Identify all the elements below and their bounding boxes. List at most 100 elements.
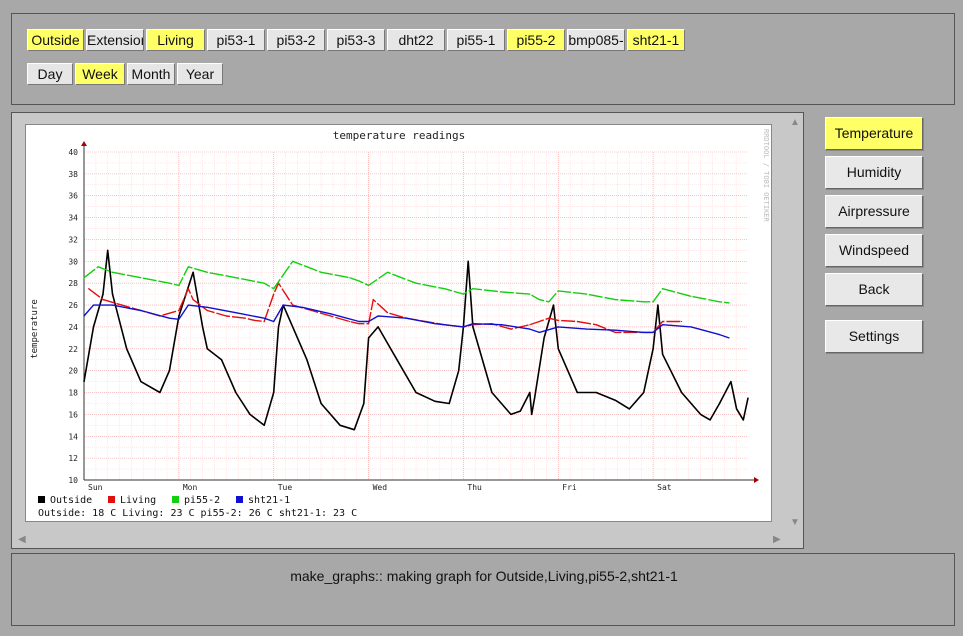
- range-chip-month[interactable]: Month: [127, 63, 175, 85]
- sensor-chip-pi53-3[interactable]: pi53-3: [327, 29, 385, 51]
- data-point-living: [244, 317, 246, 319]
- x-tick-label: Thu: [467, 483, 482, 492]
- data-point-pi55-2: [83, 277, 85, 279]
- y-tick-label: 30: [68, 257, 78, 266]
- data-point-pi55-2: [586, 293, 588, 295]
- range-chip-year[interactable]: Year: [177, 63, 223, 85]
- data-point-outside: [448, 402, 450, 405]
- data-point-sht21-1: [168, 317, 170, 319]
- data-point-living: [206, 309, 208, 312]
- sensor-chip-pi55-1[interactable]: pi55-1: [447, 29, 505, 51]
- data-point-sht21-1: [462, 326, 464, 328]
- y-tick-label: 40: [68, 148, 78, 157]
- settings-button[interactable]: Settings: [825, 320, 923, 353]
- data-point-sht21-1: [206, 306, 208, 308]
- data-point-outside: [681, 391, 683, 394]
- data-point-pi55-2: [728, 302, 730, 304]
- data-point-sht21-1: [586, 328, 588, 330]
- data-point-outside: [662, 353, 664, 355]
- sensor-chip-living[interactable]: Living: [146, 29, 205, 51]
- data-point-outside: [178, 315, 180, 317]
- data-point-outside: [576, 391, 578, 394]
- scroll-down-arrow-icon[interactable]: ▼: [790, 517, 800, 528]
- data-point-sht21-1: [83, 315, 85, 317]
- data-point-outside: [159, 391, 161, 394]
- back-button[interactable]: Back: [825, 273, 923, 306]
- data-point-living: [187, 288, 189, 290]
- range-chip-week[interactable]: Week: [75, 63, 125, 85]
- sensor-chip-pi55-2[interactable]: pi55-2: [507, 29, 565, 51]
- data-point-outside: [92, 326, 95, 328]
- data-point-pi55-2: [472, 288, 474, 290]
- chart-svg: temperature readings temperature RRDTOOL…: [30, 129, 770, 519]
- sensor-chip-extension[interactable]: Extension: [86, 29, 144, 51]
- data-point-sht21-1: [377, 315, 379, 317]
- data-point-outside: [111, 293, 114, 295]
- sensor-chip-outside[interactable]: Outside: [27, 29, 84, 51]
- sensor-chip-pi53-1[interactable]: pi53-1: [207, 29, 265, 51]
- data-point-sht21-1: [557, 326, 559, 328]
- scroll-up-arrow-icon[interactable]: ▲: [790, 117, 800, 128]
- sensor-chip-sht21-1[interactable]: sht21-1: [627, 29, 685, 51]
- data-point-pi55-2: [358, 280, 360, 282]
- data-point-living: [178, 309, 180, 312]
- scroll-left-arrow-icon[interactable]: ◀: [18, 534, 26, 545]
- range-chip-day[interactable]: Day: [27, 63, 73, 85]
- data-point-living: [121, 304, 123, 306]
- data-point-outside: [510, 413, 512, 415]
- sensor-chip-dht22[interactable]: dht22: [387, 29, 445, 51]
- temperature-button[interactable]: Temperature: [825, 117, 923, 150]
- sensor-selection-panel: [11, 13, 955, 105]
- data-point-outside: [467, 260, 469, 262]
- humidity-button[interactable]: Humidity: [825, 156, 923, 189]
- data-point-outside: [202, 326, 204, 328]
- data-point-living: [529, 324, 531, 326]
- data-point-living: [538, 320, 540, 323]
- data-point-sht21-1: [187, 304, 189, 306]
- data-point-living: [88, 288, 90, 290]
- data-point-living: [263, 320, 265, 323]
- data-point-sht21-1: [111, 304, 114, 306]
- data-point-pi55-2: [386, 271, 389, 273]
- data-point-outside: [709, 419, 711, 421]
- y-tick-label: 18: [68, 389, 78, 398]
- sensor-chip-pi53-2[interactable]: pi53-2: [267, 29, 325, 51]
- series-line-pi55-2: [83, 260, 730, 304]
- x-axis-arrow-icon: [754, 477, 759, 483]
- data-point-sht21-1: [643, 331, 645, 333]
- legend-swatch: [38, 496, 45, 503]
- data-point-outside: [531, 413, 533, 415]
- x-tick-label: Mon: [183, 483, 198, 492]
- data-point-pi55-2: [443, 288, 446, 290]
- data-point-outside: [220, 359, 223, 361]
- data-point-living: [368, 323, 370, 325]
- data-point-outside: [363, 402, 365, 405]
- y-tick-label: 26: [68, 301, 78, 310]
- data-point-living: [681, 320, 683, 323]
- data-point-sht21-1: [368, 320, 370, 323]
- windspeed-button[interactable]: Windspeed: [825, 234, 923, 267]
- data-point-outside: [235, 391, 237, 394]
- data-point-pi55-2: [529, 293, 531, 295]
- data-point-pi55-2: [320, 271, 322, 273]
- data-point-outside: [396, 359, 398, 361]
- data-point-sht21-1: [472, 323, 474, 325]
- airpressure-button[interactable]: Airpressure: [825, 195, 923, 228]
- current-values: Outside: 18 C Living: 23 C pi55-2: 26 C …: [38, 508, 357, 519]
- scroll-right-arrow-icon[interactable]: ▶: [773, 534, 781, 545]
- y-tick-label: 14: [68, 432, 78, 441]
- data-point-pi55-2: [206, 271, 208, 273]
- x-tick-label: Sat: [657, 483, 672, 492]
- data-point-living: [372, 299, 374, 301]
- data-point-pi55-2: [97, 266, 99, 268]
- legend-label: sht21-1: [248, 495, 290, 506]
- data-point-pi55-2: [292, 260, 294, 262]
- data-point-outside: [339, 424, 341, 426]
- y-tick-label: 36: [68, 192, 78, 201]
- y-tick-label: 38: [68, 170, 78, 179]
- sensor-chip-bmp085[interactable]: bmp085-: [567, 29, 625, 51]
- data-point-living: [595, 324, 597, 326]
- data-point-sht21-1: [718, 334, 721, 336]
- data-point-outside: [718, 402, 721, 405]
- data-point-outside: [249, 413, 251, 415]
